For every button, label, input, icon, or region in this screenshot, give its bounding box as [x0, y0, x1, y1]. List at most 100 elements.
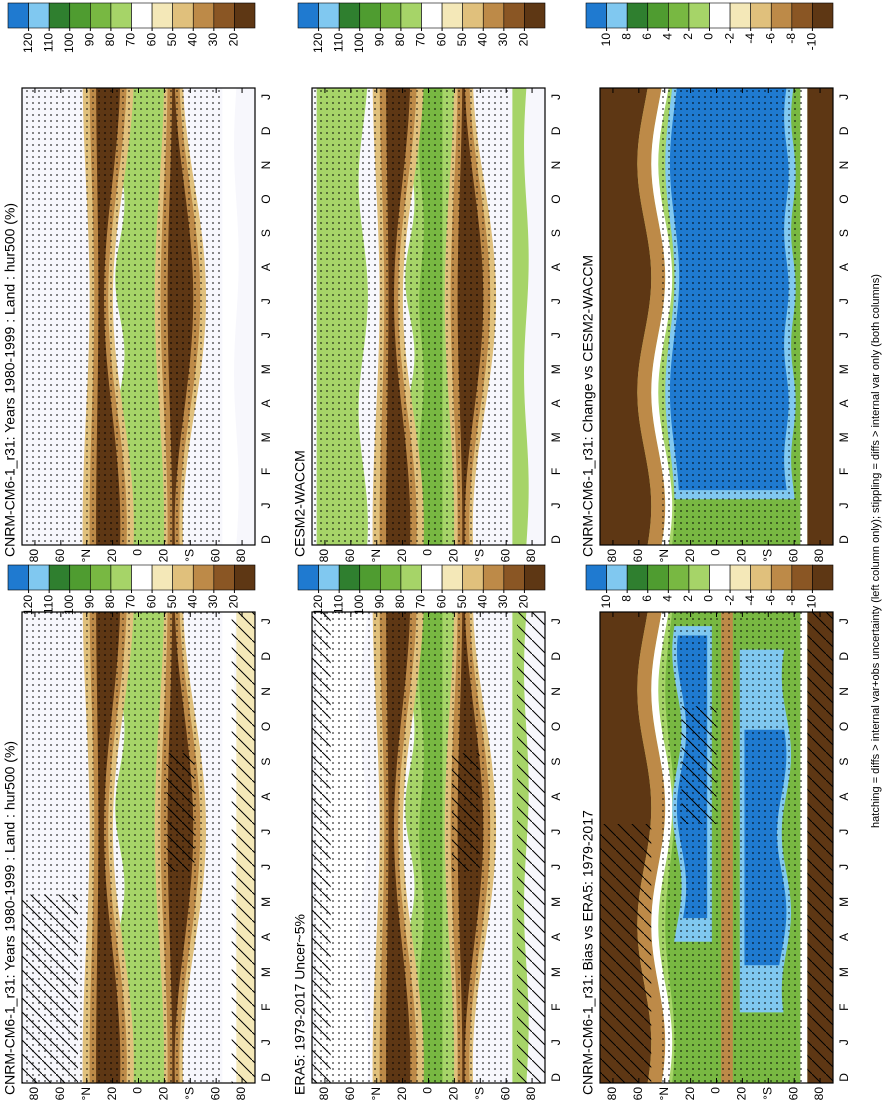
colorbar-box: [234, 564, 256, 591]
colorbar-box: [69, 2, 91, 29]
x-tick-label: N: [259, 687, 273, 696]
colorbar-label: 6: [640, 33, 654, 40]
colorbar-label: 120: [311, 33, 325, 53]
field-region: [512, 88, 529, 545]
colorbar-label: 110: [41, 595, 55, 614]
colorbar-label: -4: [743, 33, 757, 44]
x-tick-label: O: [549, 194, 563, 203]
x-tick-label: O: [549, 722, 563, 731]
field-region: [231, 612, 255, 1083]
colorbar-label: 70: [414, 595, 428, 609]
field-region: [807, 88, 833, 545]
colorbar-label: 8: [619, 33, 633, 40]
colorbar-box: [90, 2, 112, 29]
colorbar-label: 8: [619, 595, 633, 602]
field-region: [637, 88, 666, 545]
field-region: [22, 894, 78, 1083]
colorbar-box: [524, 2, 546, 29]
colorbar-label: 10: [599, 33, 613, 47]
colorbar-label: -10: [805, 33, 819, 51]
x-tick-label: O: [837, 722, 851, 731]
field: [22, 88, 255, 545]
colorbar-label: 120: [311, 595, 325, 615]
x-tick-label: S: [549, 229, 563, 237]
colorbar-box: [503, 564, 525, 591]
colorbar-box: [770, 564, 793, 591]
field: [22, 612, 255, 1083]
y-tick-label: 60: [343, 1087, 357, 1101]
colorbar-label: 60: [434, 33, 448, 47]
panel-title: CNRM-CM6-1_r31: Bias vs ERA5: 1979-2017: [580, 810, 596, 1095]
colorbar-box: [400, 564, 422, 591]
y-tick-label: 80: [234, 549, 248, 563]
colorbar-label: 60: [144, 33, 158, 47]
x-tick-label: F: [549, 1003, 563, 1010]
x-tick-label: J: [837, 502, 851, 508]
colorbar-box: [69, 564, 91, 591]
colorbar-box: [421, 564, 443, 591]
colorbar-label: 100: [62, 595, 76, 615]
x-tick-label: J: [549, 864, 563, 870]
colorbar-box: [48, 2, 71, 29]
panel-title: CNRM-CM6-1_r31: Years 1980-1999 : Land :…: [2, 741, 18, 1095]
x-tick-label: F: [837, 468, 851, 475]
x-tick-label: A: [837, 399, 851, 407]
colorbar-box: [318, 564, 340, 591]
x-tick-label: A: [549, 399, 563, 407]
colorbar-box: [441, 564, 463, 591]
y-tick-label: 0: [421, 549, 435, 556]
x-tick-label: D: [259, 535, 273, 544]
x-tick-label: A: [259, 933, 273, 941]
x-tick-label: D: [549, 652, 563, 661]
x-tick-label: D: [837, 126, 851, 135]
colorbar-box: [318, 2, 340, 29]
x-tick-label: J: [837, 618, 851, 624]
y-tick-label: 60: [498, 549, 512, 563]
colorbar-box: [172, 564, 194, 591]
colorbar-box: [647, 2, 669, 29]
x-tick-label: S: [837, 758, 851, 766]
colorbar-box: [585, 2, 607, 29]
y-tick-label: °S: [760, 549, 774, 562]
x-tick-label: M: [259, 432, 273, 442]
colorbar-label: 70: [124, 33, 138, 47]
colorbar-box: [297, 2, 319, 29]
colorbar-label: -6: [763, 33, 777, 44]
colorbar-box: [462, 564, 484, 591]
x-tick-label: S: [837, 229, 851, 237]
colorbar-box: [110, 2, 132, 29]
colorbar-label: 60: [144, 595, 158, 609]
footnote: hatching = diffs > internal var+obs unce…: [870, 274, 882, 828]
stippling: [312, 612, 511, 1083]
y-tick-label: °N: [369, 1087, 383, 1100]
x-tick-label: J: [259, 864, 273, 870]
x-tick-label: O: [259, 194, 273, 203]
colorbar-label: -8: [784, 595, 798, 606]
colorbar-box: [297, 564, 319, 591]
colorbar-label: 110: [41, 33, 55, 52]
x-tick-label: N: [837, 161, 851, 170]
colorbar-label: 50: [165, 33, 179, 47]
y-tick-label: 20: [735, 1087, 749, 1101]
y-tick-label: 20: [105, 1087, 119, 1101]
y-tick-label: 20: [157, 549, 171, 563]
x-tick-label: J: [259, 332, 273, 338]
x-tick-label: J: [837, 1039, 851, 1045]
colorbar-box: [380, 564, 402, 591]
x-tick-label: M: [259, 967, 273, 977]
y-tick-label: 80: [27, 1087, 41, 1101]
colorbar-label: 40: [185, 595, 199, 609]
colorbar-box: [709, 2, 731, 29]
colorbar-label: -2: [722, 33, 736, 44]
y-tick-label: °S: [182, 549, 196, 562]
colorbar-label: 0: [702, 595, 716, 602]
colorbar-box: [380, 2, 402, 29]
stippling: [312, 88, 511, 545]
colorbar-label: 10: [599, 595, 613, 609]
colorbar-box: [524, 564, 546, 591]
colorbar-box: [626, 2, 649, 29]
x-tick-label: M: [549, 967, 563, 977]
colorbar-box: [729, 2, 751, 29]
